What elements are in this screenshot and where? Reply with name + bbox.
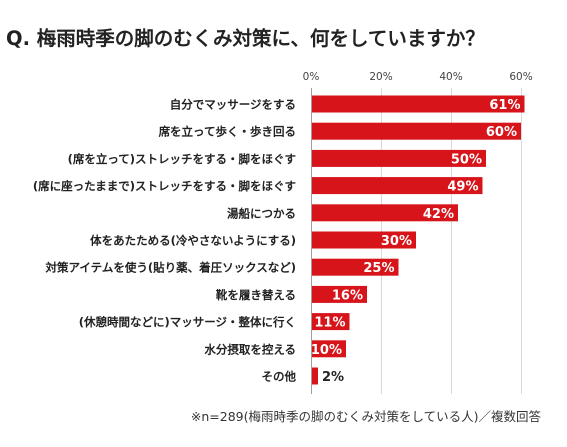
category-label: 対策アイテムを使う(貼り薬、着圧ソックスなど) [44, 261, 296, 275]
bars [311, 95, 525, 385]
chart-footnote: ※n=289(梅雨時季の脚のむくみ対策をしている人)／複数回答 [190, 409, 541, 424]
category-label: 水分摂取を控える [204, 342, 296, 356]
x-tick-label: 0% [303, 71, 320, 83]
x-axis-ticks: 0% 20% 40% 60% [303, 71, 533, 83]
category-label: (席を立って)ストレッチをする・脚をほぐす [68, 152, 296, 166]
data-label: 60% [486, 125, 517, 140]
data-label: 30% [381, 234, 412, 249]
bar [311, 258, 399, 276]
data-label: 2% [322, 370, 344, 385]
chart-title: Q. 梅雨時季の脚のむくみ対策に、何をしていますか？ [6, 27, 485, 50]
bar [311, 340, 346, 358]
category-label: (休憩時間などに)マッサージ・整体に行く [79, 315, 296, 329]
category-label: その他 [262, 370, 297, 384]
category-label: 湯船につかる [227, 206, 296, 220]
bar [311, 313, 350, 331]
data-label: 25% [363, 261, 394, 276]
category-label: 靴を履き替える [216, 288, 296, 302]
bar [311, 122, 521, 140]
data-label: 16% [332, 288, 363, 303]
bar [311, 149, 486, 167]
data-label: 10% [311, 343, 342, 358]
bar [311, 95, 525, 113]
bar [311, 367, 318, 385]
category-label: (席に座ったままで)ストレッチをする・脚をほぐす [33, 179, 296, 193]
data-label: 50% [451, 152, 482, 167]
category-label: 自分でマッサージをする [170, 98, 296, 112]
data-label: 42% [423, 207, 454, 222]
data-label: 61% [489, 98, 520, 113]
x-tick-label: 60% [509, 71, 532, 83]
category-label: 体をあたためる(冷やさないようにする) [90, 234, 296, 248]
x-tick-label: 20% [369, 71, 392, 83]
data-label: 11% [314, 316, 345, 331]
x-tick-label: 40% [439, 71, 462, 83]
bar [311, 285, 367, 303]
category-label: 席を立って歩く・歩き回る [159, 125, 296, 139]
bar [311, 177, 483, 195]
bar [311, 231, 416, 249]
value-labels: 61% 60% 50% 49% 42% 30% 25%16% 11% 10% 2% [311, 98, 521, 385]
data-label: 49% [447, 180, 478, 195]
bar [311, 204, 458, 222]
